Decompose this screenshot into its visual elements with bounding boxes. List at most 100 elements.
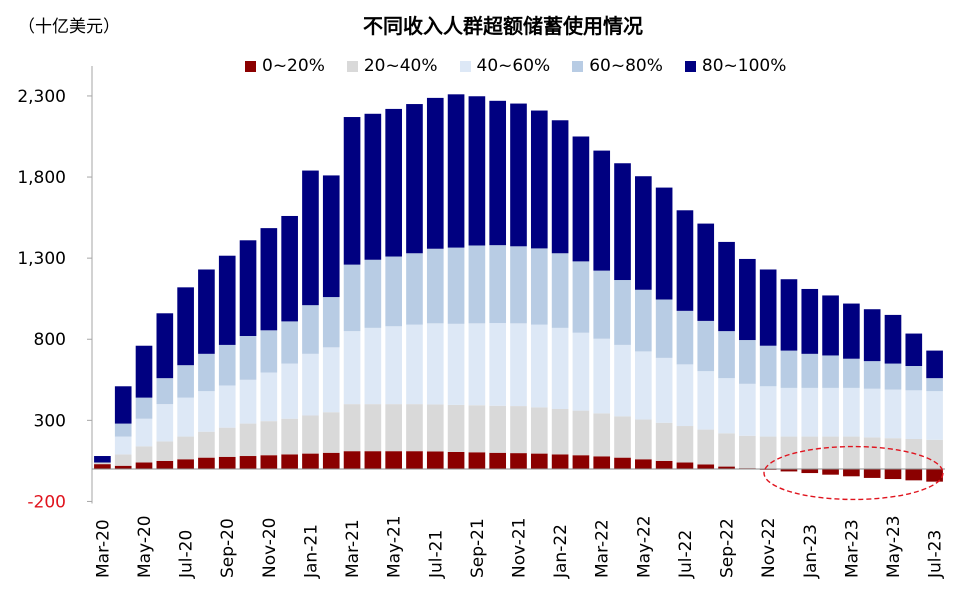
- x-tick-label: Nov-21: [510, 518, 530, 579]
- bar-segment: [177, 459, 194, 469]
- bar-segment: [114, 436, 132, 455]
- legend-item-2: 40~60%: [459, 56, 550, 76]
- bar-segment: [905, 390, 923, 439]
- bar-segment: [343, 331, 361, 405]
- bar-segment: [114, 465, 132, 469]
- bar-segment: [551, 327, 569, 409]
- bar-segment: [281, 454, 298, 469]
- bar-segment: [281, 215, 298, 322]
- x-tick-label: May-22: [634, 515, 654, 578]
- bar-segment: [385, 108, 402, 257]
- bar-segment: [635, 459, 652, 469]
- bar-segment: [239, 423, 257, 457]
- bar-segment: [260, 228, 278, 331]
- bar-segment: [697, 320, 715, 372]
- bar-segment: [718, 433, 735, 467]
- bar-segment: [94, 462, 111, 465]
- bar-segment: [801, 469, 819, 474]
- bar-segment: [260, 455, 278, 469]
- bar-segment: [135, 446, 153, 463]
- chart-title: 不同收入人群超额储蓄使用情况: [363, 14, 643, 38]
- x-tick-label: Mar-21: [343, 519, 363, 578]
- bar-segment: [156, 460, 174, 469]
- legend-label-1: 20~40%: [363, 56, 438, 76]
- bar-segment: [530, 407, 548, 454]
- bar-segment: [510, 103, 527, 247]
- legend-swatch-4: [684, 60, 696, 72]
- bar-segment: [884, 438, 902, 469]
- x-tick-label: Sep-20: [218, 518, 238, 578]
- bar-segment: [426, 97, 444, 249]
- bar-segment: [239, 336, 257, 380]
- bar-segment: [322, 452, 340, 469]
- bar-segment: [281, 418, 298, 455]
- bar-segment: [635, 289, 652, 352]
- bar-segment: [655, 357, 673, 423]
- bar-segment: [218, 456, 236, 469]
- bar-segment: [593, 270, 611, 339]
- bar-segment: [239, 240, 257, 336]
- bar-segment: [114, 454, 132, 466]
- bar-segment: [676, 426, 694, 463]
- bar-segment: [135, 345, 153, 398]
- bar-segment: [780, 279, 798, 351]
- bar-segment: [593, 338, 611, 414]
- bar-segment: [510, 453, 527, 469]
- bar-segment: [822, 387, 839, 437]
- bar-segment: [551, 253, 569, 328]
- bar-segment: [198, 353, 215, 392]
- bar-segment: [385, 451, 402, 469]
- bar-segment: [468, 245, 486, 324]
- x-tick-label: Jul-23: [926, 530, 946, 579]
- bar-segment: [863, 437, 881, 469]
- bar-segment: [364, 113, 382, 260]
- bar-segment: [302, 170, 319, 306]
- bar-segment: [489, 405, 507, 453]
- bar-segment: [530, 453, 548, 469]
- bar-segment: [447, 404, 465, 452]
- bar-segment: [697, 371, 715, 430]
- bar-segment: [385, 326, 402, 405]
- bar-segment: [593, 413, 611, 457]
- bar-segment: [385, 404, 402, 452]
- bar-segment: [780, 350, 798, 388]
- bar-segment: [260, 330, 278, 373]
- bar-segment: [926, 378, 943, 392]
- bar-segment: [343, 451, 361, 469]
- y-tick-label: 1,800: [17, 168, 66, 188]
- x-tick-label: Jan-21: [301, 524, 321, 579]
- bar-segment: [593, 150, 611, 271]
- bar-segment: [510, 323, 527, 407]
- bar-segment: [489, 245, 507, 324]
- bar-segment: [302, 353, 319, 416]
- bar-segment: [114, 386, 132, 424]
- bar-segment: [198, 431, 215, 458]
- bar-segment: [239, 456, 257, 469]
- bar-segment: [406, 404, 423, 452]
- bar-segment: [343, 404, 361, 452]
- legend-item-1: 20~40%: [346, 56, 438, 76]
- bar-segment: [426, 248, 444, 324]
- bar-segment: [572, 136, 590, 262]
- chart-legend: 0~20% 20~40% 40~60% 60~80% 80~100%: [245, 56, 786, 76]
- bar-segment: [364, 451, 382, 469]
- bar-segment: [655, 299, 673, 358]
- bar-segment: [718, 378, 735, 434]
- bar-segment: [177, 287, 194, 366]
- bar-segment: [343, 117, 361, 265]
- bar-segment: [863, 469, 881, 478]
- bar-segment: [655, 422, 673, 461]
- bar-segment: [739, 258, 756, 341]
- bar-segment: [551, 120, 569, 254]
- bar-segment: [447, 323, 465, 405]
- legend-label-3: 60~80%: [589, 56, 663, 76]
- x-tick-label: Jan-23: [801, 524, 821, 579]
- bar-segment: [177, 436, 194, 460]
- legend-swatch-1: [346, 60, 358, 72]
- bar-segment: [302, 305, 319, 354]
- legend-label-4: 80~100%: [701, 56, 787, 76]
- bar-segment: [572, 455, 590, 469]
- bar-segment: [426, 451, 444, 469]
- legend-swatch-2: [459, 60, 471, 72]
